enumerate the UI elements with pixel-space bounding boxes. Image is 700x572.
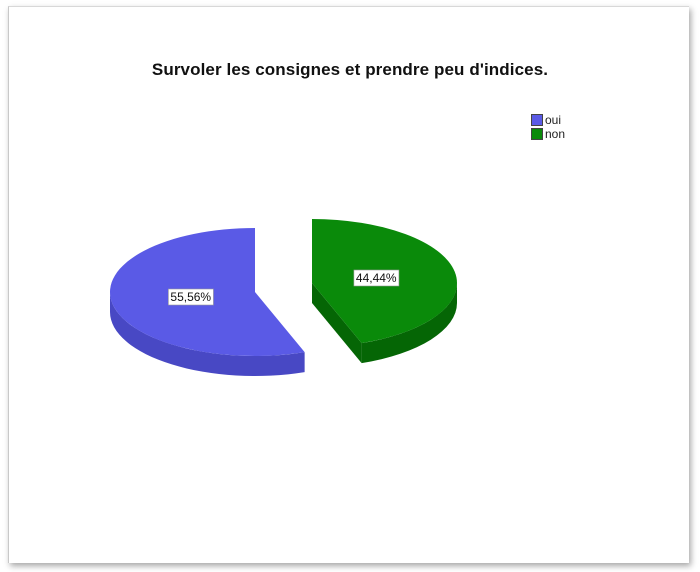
legend-item-oui: oui: [531, 113, 565, 127]
pie-slice-non-side: [361, 283, 457, 364]
data-label-non: 44,44%: [353, 269, 400, 287]
data-label-oui: 55,56%: [168, 288, 214, 306]
svg-text:55,56%: 55,56%: [170, 290, 211, 304]
svg-text:44,44%: 44,44%: [356, 271, 397, 285]
legend-swatch-non: [531, 128, 543, 140]
legend-label-oui: oui: [545, 113, 562, 127]
chart-title: Survoler les consignes et prendre peu d'…: [151, 60, 549, 79]
legend-label-non: non: [545, 127, 566, 141]
pie-slice-non-wall: [312, 283, 362, 364]
chart-legend: oui non: [531, 113, 565, 141]
pie-slice-oui-side: [110, 292, 305, 376]
pie-slice-non: [312, 219, 458, 364]
legend-item-non: non: [531, 127, 565, 141]
legend-swatch-oui: [531, 114, 543, 126]
